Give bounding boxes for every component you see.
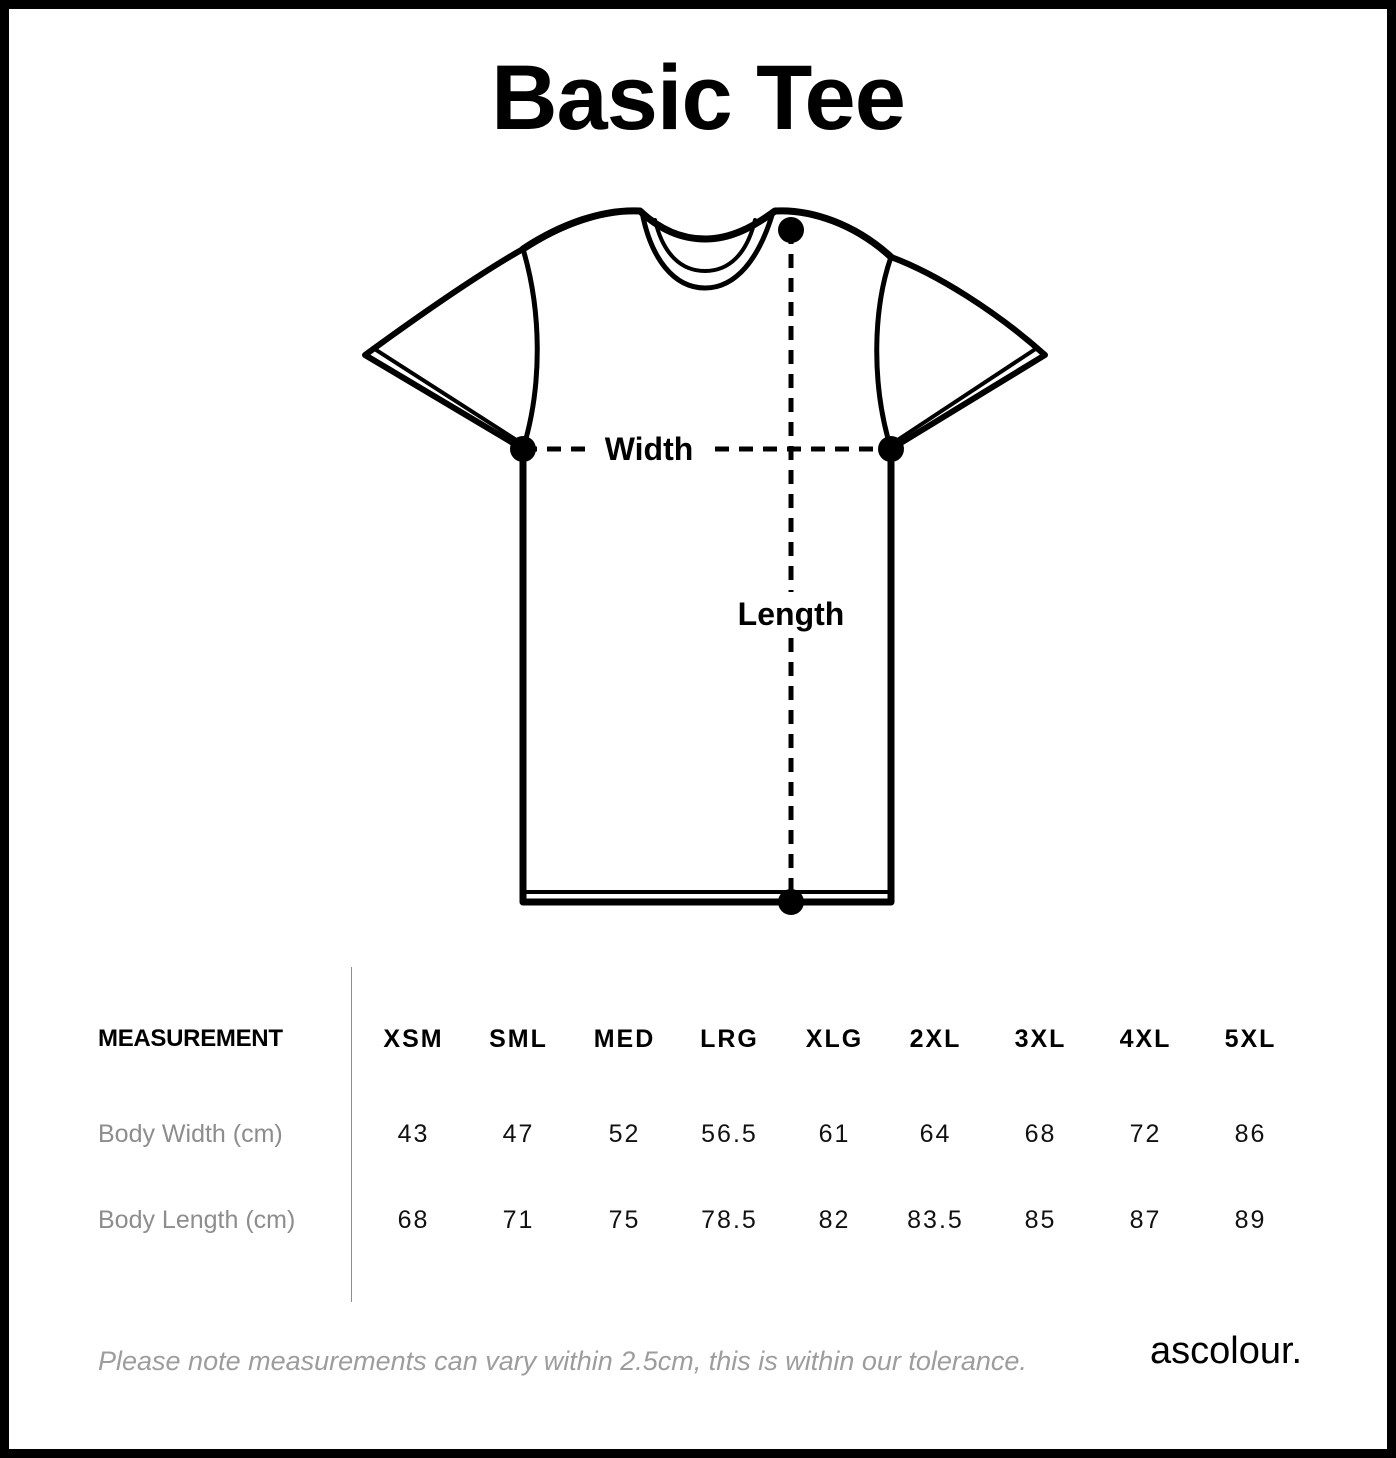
svg-text:Length: Length <box>738 596 845 632</box>
svg-text:Width: Width <box>605 431 694 467</box>
